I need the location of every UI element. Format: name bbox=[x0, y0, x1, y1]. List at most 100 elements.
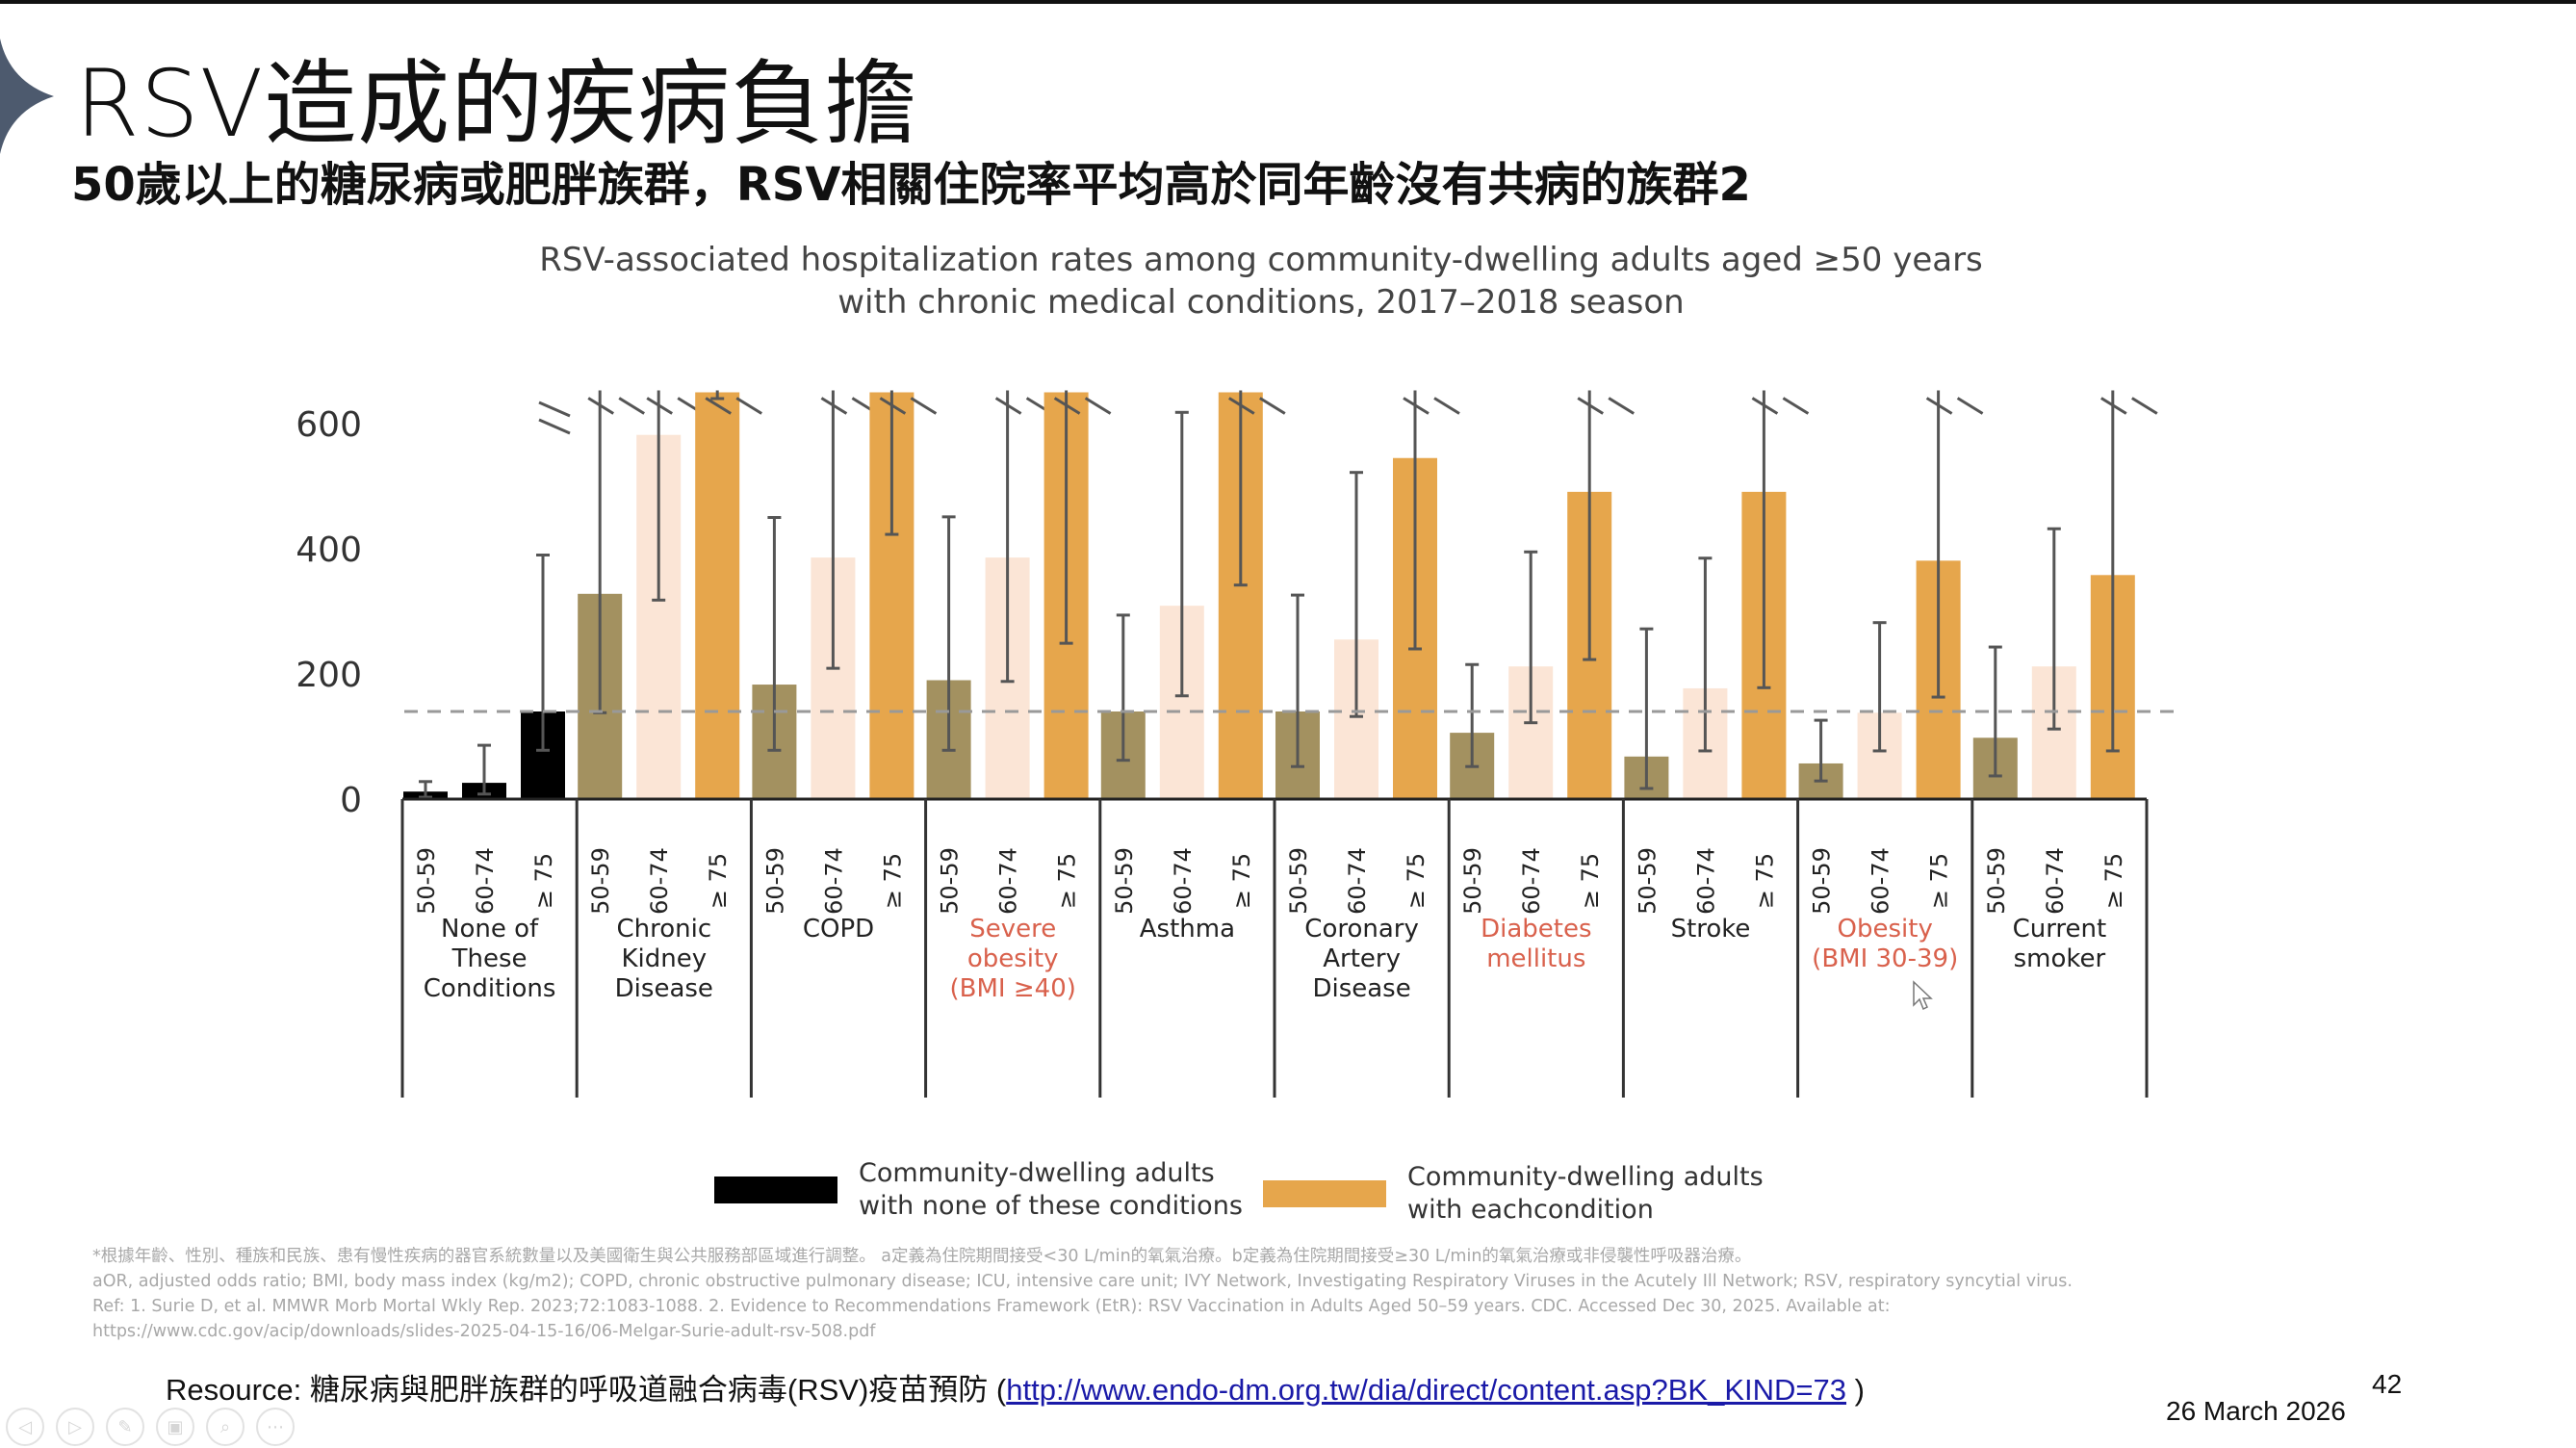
y-tick-label: 0 bbox=[340, 781, 362, 820]
resource-prefix: Resource: 糖尿病與肥胖族群的呼吸道融合病毒(RSV)疫苗預防 ( bbox=[166, 1373, 1007, 1407]
chart-title-line1: RSV-associated hospitalization rates amo… bbox=[539, 241, 1983, 279]
age-group-label: 60-74 bbox=[820, 847, 847, 915]
legend-each-line1: Community-dwelling adults bbox=[1407, 1162, 1764, 1192]
age-group-label: ≥ 75 bbox=[879, 853, 906, 909]
condition-label: These bbox=[451, 944, 528, 973]
age-group-label: ≥ 75 bbox=[1403, 853, 1430, 909]
condition-label: Kidney bbox=[621, 944, 707, 973]
age-group-label: 60-74 bbox=[1170, 847, 1197, 915]
axis-break-mark bbox=[538, 418, 571, 435]
axis-break-mark bbox=[1433, 397, 1460, 415]
age-group-label: 60-74 bbox=[1344, 847, 1371, 915]
axis-break-mark bbox=[820, 397, 848, 415]
age-group-label: 50-59 bbox=[1111, 847, 1138, 915]
axis-break-mark bbox=[1608, 397, 1635, 415]
axis-break-mark bbox=[910, 397, 938, 415]
slides-icon[interactable]: ▣ bbox=[156, 1408, 194, 1446]
age-group-label: 50-59 bbox=[1459, 847, 1486, 915]
slide-arrow-icon bbox=[0, 39, 54, 154]
condition-label: Chronic bbox=[616, 915, 711, 944]
axis-break-mark bbox=[735, 397, 762, 415]
next-icon[interactable]: ▷ bbox=[56, 1408, 94, 1446]
legend-item-each: Community-dwelling adults with eachcondi… bbox=[1263, 1161, 1764, 1227]
footnote-references: Ref: 1. Surie D, et al. MMWR Morb Mortal… bbox=[92, 1297, 1891, 1316]
more-icon[interactable]: ⋯ bbox=[256, 1408, 295, 1446]
y-tick-label: 400 bbox=[296, 530, 362, 570]
condition-label: mellitus bbox=[1486, 944, 1585, 973]
age-group-label: ≥ 75 bbox=[1054, 853, 1081, 909]
legend-swatch-none bbox=[714, 1176, 837, 1203]
axis-break-mark bbox=[646, 397, 673, 415]
age-group-label: ≥ 75 bbox=[2100, 853, 2127, 909]
age-group-label: 50-59 bbox=[1285, 847, 1312, 915]
axis-break-mark bbox=[2131, 397, 2158, 415]
axis-break-mark bbox=[705, 397, 732, 415]
condition-label: Conditions bbox=[424, 974, 556, 1003]
axis-break-mark bbox=[1259, 397, 1286, 415]
axis-break-mark bbox=[538, 401, 571, 418]
axis-break-mark bbox=[587, 397, 614, 415]
condition-label: Disease bbox=[1312, 974, 1410, 1003]
legend-swatch-each bbox=[1263, 1180, 1386, 1207]
legend-each-line2: with eachcondition bbox=[1407, 1195, 1654, 1225]
pen-icon[interactable]: ✎ bbox=[106, 1408, 144, 1446]
condition-label: None of bbox=[441, 915, 539, 944]
top-border bbox=[0, 0, 2576, 4]
condition-label: smoker bbox=[2014, 944, 2106, 973]
age-group-label: 50-59 bbox=[587, 847, 614, 915]
age-group-label: 60-74 bbox=[646, 847, 673, 915]
resource-suffix: ) bbox=[1846, 1373, 1865, 1407]
axis-break-mark bbox=[1577, 397, 1604, 415]
age-group-label: ≥ 75 bbox=[1577, 853, 1604, 909]
resource-link[interactable]: http://www.endo-dm.org.tw/dia/direct/con… bbox=[1006, 1373, 1847, 1407]
axis-break-mark bbox=[1053, 397, 1081, 415]
condition-label: Severe bbox=[969, 915, 1056, 944]
condition-label: obesity bbox=[967, 944, 1059, 973]
age-group-label: 50-59 bbox=[413, 847, 440, 915]
age-group-label: 50-59 bbox=[1809, 847, 1836, 915]
slide-title: RSV造成的疾病負擔 bbox=[75, 50, 918, 158]
slide-date: 26 March 2026 bbox=[2166, 1396, 2346, 1426]
condition-label: Diabetes bbox=[1481, 915, 1591, 944]
axis-break-mark bbox=[1925, 397, 1953, 415]
footnote-url: https://www.cdc.gov/acip/downloads/slide… bbox=[92, 1322, 876, 1341]
condition-label: Coronary bbox=[1304, 915, 1419, 944]
condition-label: Artery bbox=[1323, 944, 1401, 973]
condition-label: Asthma bbox=[1140, 915, 1235, 944]
condition-label: COPD bbox=[803, 915, 874, 944]
axis-break-mark bbox=[1782, 397, 1810, 415]
slide-subtitle: 50歲以上的糖尿病或肥胖族群，RSV相關住院率平均高於同年齡沒有共病的族群2 bbox=[71, 158, 1751, 212]
age-group-label: 60-74 bbox=[1868, 847, 1894, 915]
axis-break-mark bbox=[1751, 397, 1779, 415]
zoom-icon[interactable]: ⌕ bbox=[206, 1408, 245, 1446]
axis-break-mark bbox=[2100, 397, 2127, 415]
age-group-label: ≥ 75 bbox=[705, 853, 732, 909]
previous-icon[interactable]: ◁ bbox=[6, 1408, 44, 1446]
legend-none-line1: Community-dwelling adults bbox=[859, 1158, 1215, 1188]
axis-break-mark bbox=[1403, 397, 1430, 415]
legend-item-none: Community-dwelling adults with none of t… bbox=[714, 1157, 1243, 1223]
age-group-label: ≥ 75 bbox=[1926, 853, 1953, 909]
y-tick-label: 200 bbox=[296, 656, 362, 695]
slideshow-nav: ◁ ▷ ✎ ▣ ⌕ ⋯ bbox=[6, 1408, 295, 1446]
condition-label: (BMI 30-39) bbox=[1812, 944, 1958, 973]
age-group-label: 50-59 bbox=[1634, 847, 1661, 915]
age-group-label: 60-74 bbox=[1518, 847, 1545, 915]
axis-break-mark bbox=[1228, 397, 1255, 415]
footnote-adjustment: *根據年齡、性別、種族和民族、患有慢性疾病的器官系統數量以及美國衛生與公共服務部… bbox=[92, 1247, 1752, 1266]
age-group-label: 60-74 bbox=[472, 847, 499, 915]
age-group-label: 60-74 bbox=[2042, 847, 2069, 915]
age-group-label: 50-59 bbox=[761, 847, 788, 915]
axis-break-mark bbox=[994, 397, 1022, 415]
condition-label: Current bbox=[2013, 915, 2107, 944]
page-number: 42 bbox=[2372, 1369, 2403, 1399]
bar bbox=[695, 392, 740, 799]
age-group-label: ≥ 75 bbox=[1228, 853, 1255, 909]
age-group-label: ≥ 75 bbox=[1751, 853, 1778, 909]
age-group-label: 60-74 bbox=[995, 847, 1022, 915]
condition-label: (BMI ≥40) bbox=[950, 974, 1076, 1003]
axis-break-mark bbox=[879, 397, 907, 415]
axis-break-mark bbox=[1084, 397, 1112, 415]
y-tick-label: 600 bbox=[296, 405, 362, 445]
